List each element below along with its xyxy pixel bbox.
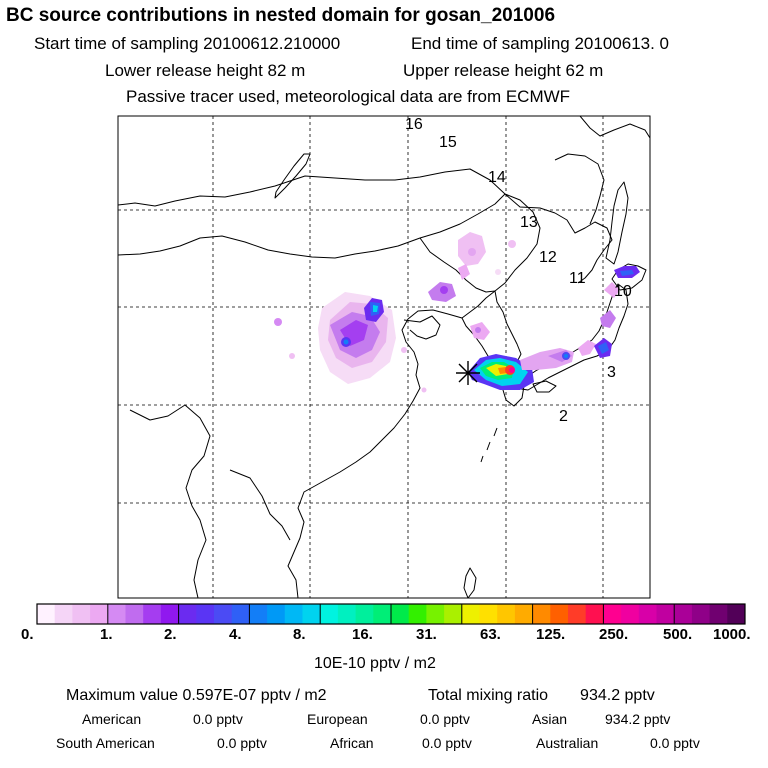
colorbar-cell (674, 604, 693, 624)
colorbar-cell (391, 604, 410, 624)
colorbar-cell (143, 604, 162, 624)
hour-label-15: 15 (439, 134, 457, 151)
colorbar-cell (178, 604, 197, 624)
colorbar-cell (691, 604, 711, 624)
region-value-african: 0.0 pptv (422, 735, 472, 751)
region-value-south-american: 0.0 pptv (217, 735, 267, 751)
colorbar-tick: 16. (352, 626, 373, 643)
colorbar-cell (302, 604, 321, 624)
colorbar-tick: 500. (663, 626, 693, 643)
colorbar-cell (90, 604, 109, 624)
region-name-south-american: South American (56, 735, 155, 751)
colorbar-tick: 31. (416, 626, 437, 643)
colorbar-cell (727, 604, 746, 624)
colorbar-unit: 10E-10 pptv / m2 (314, 655, 436, 672)
colorbar-cell (231, 604, 250, 624)
colorbar-cell (196, 604, 215, 624)
total-mixing-ratio: Total mixing ratio 934.2 pptv (428, 688, 655, 704)
colorbar-cell (54, 604, 73, 624)
contribution-field (274, 232, 640, 393)
region-name-european: European (307, 711, 368, 727)
colorbar-cell (373, 604, 392, 624)
colorbar-cell (709, 604, 728, 624)
region-value-european: 0.0 pptv (420, 711, 470, 727)
region-value-asian: 934.2 pptv (605, 711, 671, 727)
colorbar-cell (214, 604, 233, 624)
plot-title: BC source contributions in nested domain… (6, 5, 556, 26)
colorbar-cell (461, 604, 480, 624)
colorbar-cell (355, 604, 374, 624)
tracer-note: Passive tracer used, meteorological data… (126, 87, 571, 106)
hour-labels: 16 15 14 13 12 11 10 3 2 (405, 116, 632, 425)
colorbar-cell (656, 604, 675, 624)
colorbar-cell (444, 604, 463, 624)
colorbar-tick: 1. (100, 626, 113, 643)
region-name-american: American (82, 711, 142, 727)
colorbar-cell (320, 604, 339, 624)
total-mixing-ratio-label: Total mixing ratio (428, 687, 549, 704)
colorbar-cell (267, 604, 286, 624)
colorbar-cell (514, 604, 534, 624)
colorbar-cell (337, 604, 357, 624)
lower-release-label: Lower release height 82 m (105, 61, 306, 80)
colorbar-cell (621, 604, 640, 624)
colorbar-cell (638, 604, 657, 624)
colorbar-tick: 250. (599, 626, 629, 643)
region-value-american: 0.0 pptv (193, 711, 243, 727)
colorbar-cell (107, 604, 126, 624)
region-value-australian: 0.0 pptv (650, 735, 700, 751)
region-name-asian: Asian (532, 711, 568, 727)
colorbar-cell (160, 604, 180, 624)
hour-label-3: 3 (607, 364, 616, 381)
colorbar-tick: 63. (480, 626, 501, 643)
hour-label-12: 12 (539, 249, 557, 266)
upper-release-label: Upper release height 62 m (403, 61, 604, 80)
hour-label-2: 2 (559, 408, 568, 425)
colorbar-cell (408, 604, 427, 624)
total-mixing-ratio-value: 934.2 pptv (580, 687, 655, 704)
colorbar-cell (284, 604, 303, 624)
colorbar-cell (125, 604, 144, 624)
hour-label-16: 16 (405, 116, 423, 133)
hour-label-11: 11 (569, 270, 586, 287)
colorbar-cell (568, 604, 587, 624)
colorbar-cell (479, 604, 498, 624)
colorbar (36, 603, 746, 625)
colorbar-cell (585, 604, 604, 624)
hour-label-14: 14 (488, 169, 506, 186)
hour-label-10: 10 (614, 283, 632, 300)
colorbar-tick: 8. (293, 626, 306, 643)
colorbar-tick: 125. (536, 626, 566, 643)
colorbar-cell (532, 604, 551, 624)
colorbar-cell (603, 604, 622, 624)
colorbar-tick: 2. (164, 626, 177, 643)
colorbar-tick: 4. (229, 626, 242, 643)
region-name-african: African (330, 735, 374, 751)
colorbar-cell (72, 604, 91, 624)
colorbar-cell (550, 604, 569, 624)
colorbar-tick: 1000. (713, 626, 751, 643)
end-time-label: End time of sampling 20100613. 0 (411, 34, 670, 53)
region-name-australian: Australian (536, 735, 599, 751)
colorbar-cell (249, 604, 268, 624)
receptor-star-icon (456, 361, 480, 385)
maximum-value: Maximum value 0.597E-07 pptv / m2 (66, 687, 327, 704)
colorbar-cell (497, 604, 516, 624)
colorbar-cell (37, 604, 56, 624)
hour-label-13: 13 (520, 214, 538, 231)
colorbar-cell (426, 604, 445, 624)
colorbar-tick: 0. (21, 626, 34, 643)
start-time-label: Start time of sampling 20100612.210000 (34, 34, 341, 53)
